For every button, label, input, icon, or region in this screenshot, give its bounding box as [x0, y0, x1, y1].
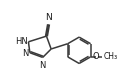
Text: N: N	[39, 61, 45, 70]
Text: CH₃: CH₃	[103, 52, 118, 61]
Text: HN: HN	[15, 37, 27, 46]
Text: O: O	[93, 52, 100, 61]
Text: N: N	[22, 49, 29, 58]
Text: N: N	[45, 13, 52, 22]
